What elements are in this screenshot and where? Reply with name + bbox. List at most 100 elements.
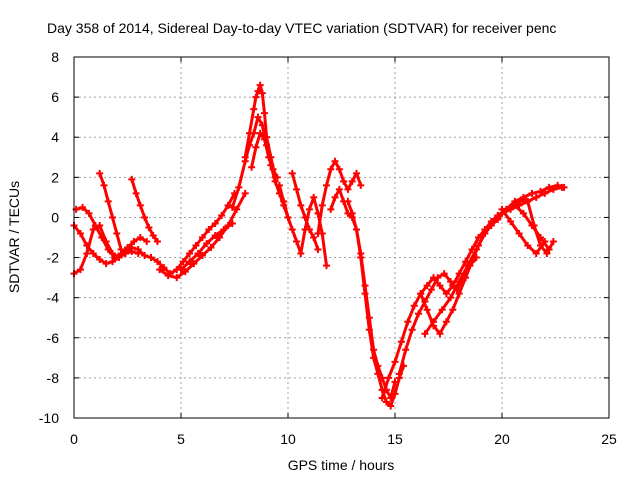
data-point-marker <box>293 238 301 246</box>
data-point-marker <box>275 181 283 189</box>
data-point-marker <box>352 225 360 233</box>
data-point-marker <box>357 181 365 189</box>
data-point-marker <box>537 187 545 195</box>
data-point-marker <box>288 225 296 233</box>
data-point-marker <box>89 225 97 233</box>
data-point-marker <box>245 129 253 137</box>
data-point-marker <box>124 244 131 252</box>
data-point-marker <box>91 221 99 229</box>
series-sat-f <box>156 189 249 282</box>
x-tick-label: 20 <box>494 431 510 447</box>
data-point-marker <box>211 231 219 239</box>
chart-title: Day 358 of 2014, Sidereal Day-to-day VTE… <box>47 20 556 36</box>
data-point-marker <box>378 374 386 382</box>
data-point-marker <box>98 234 106 241</box>
data-point-marker <box>442 318 450 326</box>
data-point-marker <box>297 250 305 258</box>
data-point-marker <box>128 175 136 183</box>
data-point-marker <box>430 318 438 326</box>
data-point-marker <box>370 346 378 354</box>
data-point-marker <box>235 183 243 191</box>
series-sat-l <box>288 169 322 254</box>
data-point-marker <box>331 157 339 165</box>
data-point-marker <box>537 234 545 241</box>
axis-ticks: 0 5 10 15 20 25 -10 -8 -6 -4 -2 0 2 4 6 8 <box>39 49 617 447</box>
data-point-marker <box>427 286 435 294</box>
data-point-marker <box>323 262 331 270</box>
data-point-marker <box>233 205 241 213</box>
data-point-marker <box>145 223 153 231</box>
data-point-marker <box>76 229 84 237</box>
data-point-marker <box>173 274 181 282</box>
data-point-marker <box>440 270 448 278</box>
data-point-marker <box>149 231 157 239</box>
data-point-marker <box>104 197 112 205</box>
series-sat-e <box>70 221 142 268</box>
data-point-marker <box>387 402 395 410</box>
data-point-marker <box>511 201 519 209</box>
series-sat-g <box>177 219 236 274</box>
data-point-marker <box>109 213 117 221</box>
data-point-marker <box>455 290 463 298</box>
x-tick-label: 15 <box>387 431 403 447</box>
x-tick-label: 5 <box>177 431 185 447</box>
series-sat-s <box>421 183 566 338</box>
data-point-marker <box>153 238 161 246</box>
data-point-marker <box>310 234 318 241</box>
data-point-marker <box>397 338 405 346</box>
y-tick-label: 2 <box>51 169 59 185</box>
data-point-marker <box>365 314 373 322</box>
data-point-marker <box>464 262 472 270</box>
data-point-marker <box>164 272 172 280</box>
data-point-marker <box>280 197 288 205</box>
series-trace <box>72 191 236 276</box>
y-axis-label: SDTVAR / TECUs <box>6 181 22 293</box>
data-point-marker <box>89 250 97 258</box>
data-point-marker <box>415 310 423 318</box>
data-point-marker <box>472 246 480 254</box>
data-point-marker <box>115 254 123 262</box>
y-tick-label: -6 <box>47 330 60 346</box>
data-point-marker <box>417 290 425 298</box>
data-point-marker <box>153 258 161 266</box>
data-point-marker <box>436 282 444 290</box>
data-point-marker <box>543 250 551 258</box>
data-point-marker <box>143 238 151 246</box>
data-point-marker <box>310 193 318 201</box>
data-point-marker <box>241 189 249 197</box>
data-point-marker <box>408 326 416 334</box>
data-point-marker <box>136 234 144 241</box>
data-point-marker <box>524 242 532 250</box>
data-point-marker <box>198 252 206 260</box>
series-sat-w <box>511 201 553 254</box>
data-point-marker <box>335 185 343 193</box>
y-tick-label: -2 <box>47 250 60 266</box>
data-point-marker <box>395 370 403 378</box>
data-point-marker <box>348 177 356 185</box>
data-point-marker <box>528 189 536 197</box>
data-point-marker <box>220 225 228 233</box>
data-point-marker <box>524 197 532 205</box>
data-point-marker <box>228 203 236 211</box>
data-point-marker <box>134 250 142 258</box>
data-point-marker <box>156 266 164 274</box>
data-point-marker <box>252 143 260 151</box>
data-point-marker <box>192 242 200 250</box>
data-point-marker <box>348 209 356 217</box>
data-point-marker <box>519 209 527 217</box>
data-point-marker <box>104 246 112 254</box>
data-point-marker <box>228 219 236 227</box>
data-point-marker <box>402 346 410 354</box>
data-point-marker <box>462 258 470 266</box>
data-point-marker <box>252 93 260 101</box>
data-point-marker <box>203 240 211 248</box>
data-point-marker <box>314 229 322 237</box>
data-point-marker <box>404 318 412 326</box>
data-point-marker <box>250 105 258 113</box>
data-point-marker <box>216 234 224 241</box>
data-point-marker <box>545 246 553 254</box>
data-point-marker <box>273 173 281 181</box>
data-point-marker <box>447 278 455 286</box>
series-trace <box>346 199 397 400</box>
